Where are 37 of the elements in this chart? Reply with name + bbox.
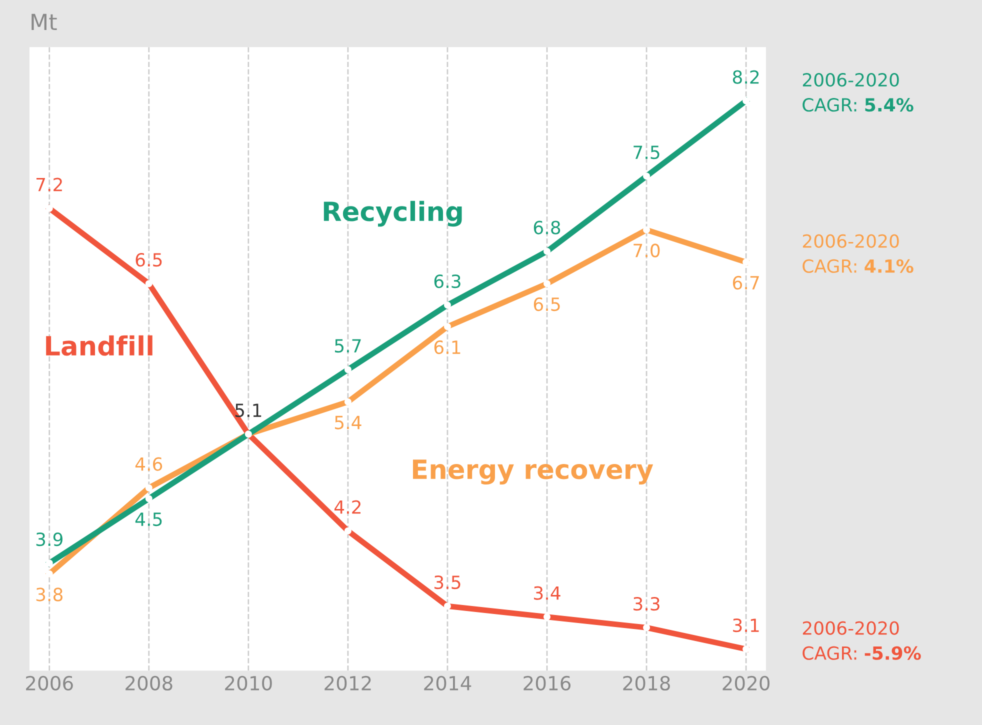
- data-label: 6.7: [732, 276, 759, 290]
- data-label: 6.5: [136, 252, 162, 267]
- data-label: 5.4: [334, 416, 362, 430]
- data-label: 6.1: [434, 340, 460, 354]
- data-label: 4.6: [135, 457, 162, 471]
- x-tick-label: 2018: [623, 676, 670, 691]
- x-tick-label: 2020: [722, 676, 770, 691]
- x-tick-label: 2010: [225, 676, 272, 691]
- text: Recycling: [324, 200, 462, 227]
- data-label: 7.5: [634, 146, 660, 160]
- data-label: 5.1: [235, 404, 262, 418]
- text: 2006-2020 CAGR: 5.4%: [802, 73, 914, 112]
- data-label: 6.8: [534, 220, 560, 234]
- x-tick-label: 2012: [324, 676, 371, 691]
- data-label: 4.2: [334, 500, 360, 514]
- data-label: 3.1: [733, 618, 759, 632]
- data-label: 6.3: [434, 274, 460, 288]
- x-tick-label: 2006: [26, 676, 73, 691]
- data-label: 3.9: [36, 532, 62, 546]
- data-label: 6.5: [534, 297, 560, 312]
- x-tick-label: 2016: [524, 676, 571, 691]
- series-label: Landfill: [46, 335, 152, 356]
- data-label: 5.7: [334, 339, 361, 353]
- data-label: 7.2: [36, 178, 62, 192]
- text: Energy recovery: [412, 460, 654, 485]
- x-tick-label: 2014: [424, 676, 472, 691]
- data-label: 8.2: [732, 70, 759, 84]
- text: 2006-2020 CAGR: 4.1%: [802, 234, 914, 273]
- data-label: 3.5: [434, 575, 460, 590]
- x-tick-label: 2008: [126, 676, 172, 691]
- text: 2006-2020 CAGR: -5.9%: [802, 621, 921, 660]
- data-label: 3.8: [36, 588, 62, 602]
- data-label: 3.3: [634, 596, 660, 611]
- data-label: 4.5: [135, 512, 162, 526]
- data-label: 3.4: [534, 586, 560, 600]
- y-axis-title: Mt: [32, 14, 57, 30]
- data-label: 7.0: [634, 244, 660, 258]
